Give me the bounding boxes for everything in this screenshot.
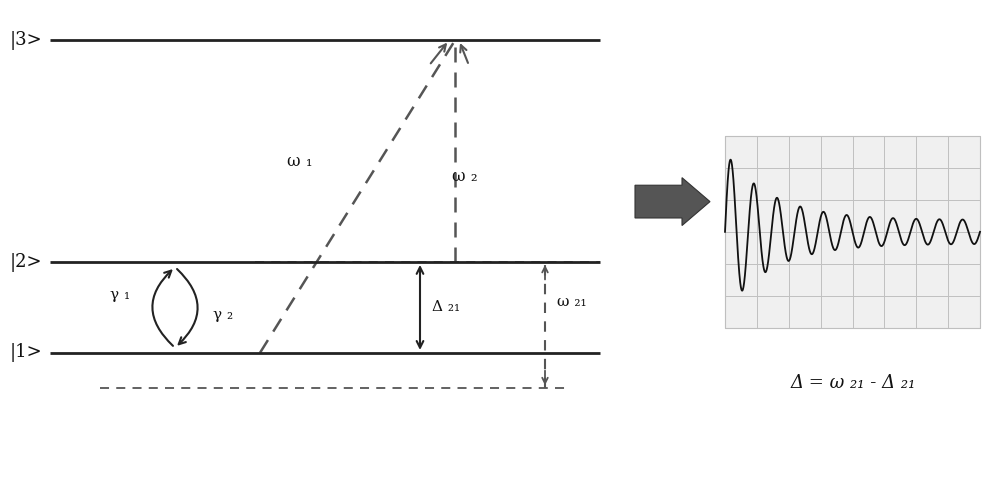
Text: ω ₂: ω ₂ [452, 168, 478, 185]
Text: ω ₁: ω ₁ [287, 153, 313, 170]
Text: ω ₂₁: ω ₂₁ [557, 295, 587, 309]
Text: Δ = ω ₂₁ - Δ ₂₁: Δ = ω ₂₁ - Δ ₂₁ [790, 374, 916, 392]
Text: |3>: |3> [9, 31, 42, 50]
Text: |1>: |1> [9, 343, 42, 362]
Text: |2>: |2> [10, 253, 42, 272]
FancyArrow shape [635, 178, 710, 226]
Text: γ ₁: γ ₁ [110, 288, 130, 302]
Bar [725, 136, 980, 328]
Text: γ ₂: γ ₂ [213, 308, 233, 322]
Text: Δ ₂₁: Δ ₂₁ [432, 300, 460, 314]
